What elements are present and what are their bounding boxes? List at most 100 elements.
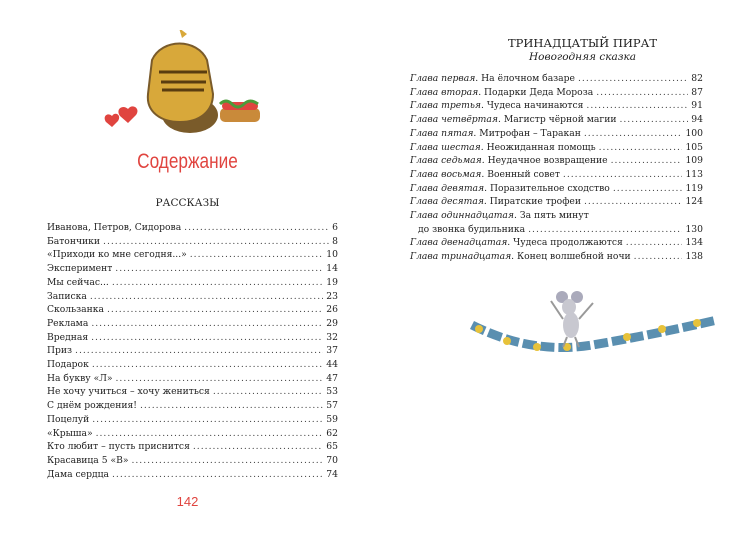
dot-leader — [140, 399, 323, 413]
entry-title: Подарок — [47, 359, 89, 371]
toc-entry: Поцелуй 59 — [47, 413, 338, 427]
toc-entry: Кто любит – пусть приснится 65 — [47, 440, 338, 454]
entry-title: Реклама — [47, 317, 89, 329]
chapter-title: Глава четвёртая. Магистр чёрной магии — [410, 113, 616, 127]
dot-leader — [599, 141, 683, 155]
toc-entry: Дама сердца 74 — [47, 468, 338, 482]
toc-entry: Иванова, Петров, Сидорова 6 — [47, 221, 338, 235]
chapter-label: Глава вторая. — [410, 86, 482, 98]
chapter-title: Глава пятая. Митрофан – Таракан — [410, 127, 581, 141]
chapter-entry: Глава первая. На ёлочном базаре 82 — [410, 72, 703, 86]
toc-entry: Батончики 8 — [47, 235, 338, 249]
dot-leader — [90, 290, 323, 304]
dot-leader — [626, 236, 683, 250]
entry-page: 26 — [326, 304, 338, 316]
dot-leader — [131, 454, 323, 468]
chapter-label: Глава одиннадцатая. — [410, 210, 517, 222]
chapter-label: Глава девятая. — [410, 182, 488, 194]
chapter-name: Поразительное сходство — [489, 182, 610, 194]
entry-title: «Приходи ко мне сегодня...» — [47, 249, 187, 261]
entry-title: Приз — [47, 345, 73, 357]
chapter-label: Глава третья. — [410, 100, 484, 112]
entry-page: 57 — [326, 400, 338, 412]
dot-leader — [107, 303, 323, 317]
entry-page: 14 — [326, 263, 338, 275]
toc-entry: Подарок 44 — [47, 358, 338, 372]
entry-page: 10 — [326, 249, 338, 261]
stories-toc: Иванова, Петров, Сидорова6Батончики 8 «При… — [47, 221, 338, 481]
dot-leader — [528, 223, 682, 237]
chapter-entry: Глава девятая. Поразительное сходство 119 — [410, 182, 703, 196]
entry-page: 65 — [326, 441, 338, 453]
chapter-page: 113 — [685, 168, 703, 180]
page-number: 142 — [176, 494, 199, 509]
entry-title: Иванова, Петров, Сидорова — [47, 222, 182, 233]
chapter-name: Чудеса начинаются — [486, 100, 584, 112]
chapter-page: 109 — [685, 155, 703, 167]
chapter-entry: Глава восьмая. Военный совет 113 — [410, 168, 703, 182]
toc-entry: С днём рождения! 57 — [47, 399, 338, 413]
chapter-page: 100 — [685, 127, 703, 139]
mouse-illustration — [469, 291, 719, 352]
dot-leader — [213, 385, 323, 399]
tale-title: ТРИНАДЦАТЫЙ ПИРАТ — [507, 36, 658, 50]
entry-title: Кто любит – пусть приснится — [47, 441, 190, 453]
toc-entry: «Крыша» 62 — [47, 427, 338, 441]
chapter-title: Глава третья. Чудеса начинаются — [410, 99, 583, 113]
chapter-label: Глава седьмая. — [410, 155, 485, 167]
dot-leader — [92, 358, 323, 372]
chapter-page: 119 — [685, 182, 703, 194]
toc-entry: Эксперимент 14 — [47, 262, 338, 276]
entry-page: 70 — [326, 454, 338, 466]
chapter-name: Неудачное возвращение — [487, 155, 608, 167]
toc-entry: Скользанка 26 — [47, 303, 338, 317]
dot-leader — [611, 154, 683, 168]
chapter-name: Подарки Деда Мороза — [484, 86, 594, 98]
entry-title: Батончики — [47, 235, 101, 247]
dot-leader — [586, 99, 688, 113]
entry-title: «Крыша» — [47, 427, 93, 439]
chapter-name-continued: до звонка будильника — [418, 223, 526, 235]
entry-title: Красавица 5 «В» — [47, 454, 129, 466]
toc-entry: Не хочу учиться – хочу жениться 53 — [47, 385, 338, 399]
chapter-page: 130 — [685, 223, 703, 235]
toc-entry: Приз 37 — [47, 344, 338, 358]
chapter-title: Глава тринадцатая. Конец волшебной ночи — [410, 250, 631, 264]
chapter-title: Глава девятая. Поразительное сходство — [410, 182, 610, 196]
knight-illustration — [104, 30, 260, 133]
toc-entry: Мы сейчас... 19 — [47, 276, 338, 290]
right-page: ТРИНАДЦАТЫЙ ПИРАТ Новогодняя сказка Глав… — [375, 0, 750, 534]
chapter-entry: Глава пятая. Митрофан – Таракан 100 — [410, 127, 703, 141]
toc-entry: На букву «Л» 47 — [47, 372, 338, 386]
entry-title: Эксперимент — [47, 263, 113, 275]
chapter-label: Глава первая. — [410, 73, 479, 84]
dot-leader — [190, 248, 324, 262]
entry-page: 53 — [326, 386, 338, 398]
entry-page: 29 — [326, 317, 338, 329]
dot-leader — [116, 372, 324, 386]
entry-title: Поцелуй — [47, 413, 90, 425]
dot-leader — [596, 86, 688, 100]
entry-page: 32 — [326, 331, 338, 343]
entry-title: Скользанка — [47, 304, 104, 316]
chapter-name: За пять минут — [519, 210, 589, 222]
chapter-name: Неожиданная помощь — [486, 141, 596, 153]
dot-leader — [584, 195, 682, 209]
entry-page: 8 — [332, 235, 338, 247]
dot-leader — [112, 468, 323, 482]
chapter-title: Глава первая. На ёлочном базаре — [410, 72, 575, 86]
chapter-page: 87 — [691, 86, 703, 98]
toc-entry: Красавица 5 «В» 70 — [47, 454, 338, 468]
entry-page: 23 — [326, 290, 338, 302]
entry-page: 62 — [326, 427, 338, 439]
chapter-label: Глава тринадцатая. — [410, 251, 515, 263]
chapter-entry-continued: до звонка будильника 130 — [410, 223, 703, 237]
dot-leader — [103, 235, 329, 249]
chapter-label: Глава шестая. — [410, 141, 484, 153]
entry-page: 19 — [326, 276, 338, 288]
chapter-page: 94 — [691, 114, 703, 126]
entry-title: С днём рождения! — [47, 400, 137, 412]
chapter-title: Глава восьмая. Военный совет — [410, 168, 560, 182]
chapter-page: 124 — [685, 196, 703, 208]
chapter-title: Глава шестая. Неожиданная помощь — [410, 141, 596, 155]
